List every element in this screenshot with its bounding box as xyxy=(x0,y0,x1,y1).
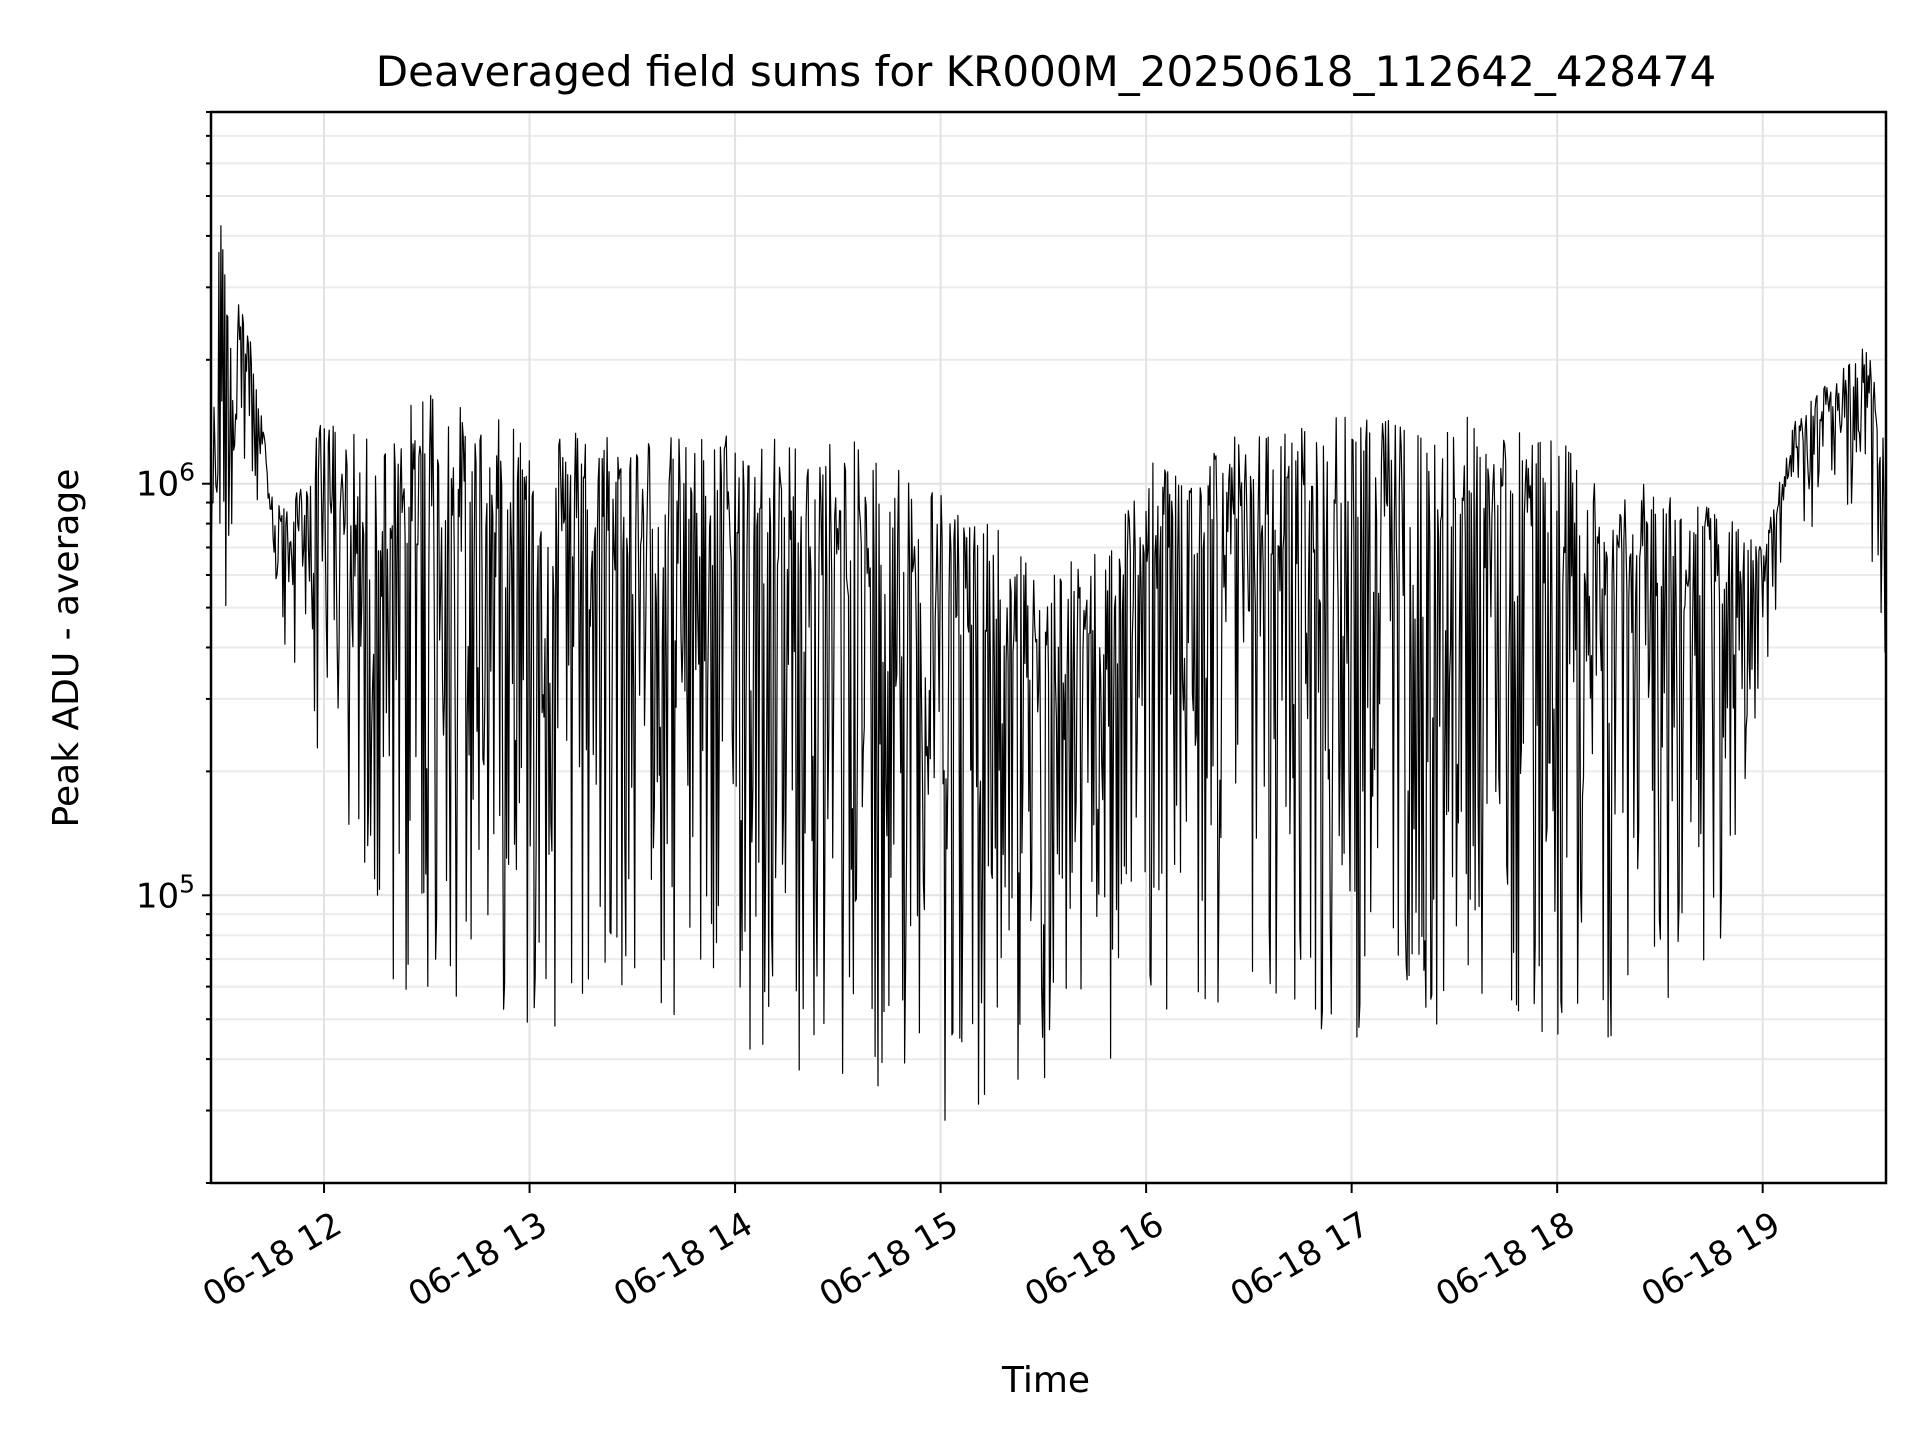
y-tick-label-base: 10 xyxy=(136,465,179,505)
y-tick-label-base: 10 xyxy=(136,876,179,916)
x-tick-label: 06-18 19 xyxy=(1635,1204,1787,1315)
x-tick-label: 06-18 15 xyxy=(813,1204,965,1315)
y-tick-label-exponent: 6 xyxy=(179,458,195,487)
ticks xyxy=(202,111,1764,1193)
x-tick-label: 06-18 18 xyxy=(1429,1204,1581,1315)
x-tick-label: 06-18 12 xyxy=(196,1204,348,1315)
series-line xyxy=(210,225,1887,1121)
series-layer xyxy=(210,225,1887,1121)
y-tick-label: 106 xyxy=(136,458,195,505)
y-tick-label: 105 xyxy=(136,869,195,916)
x-tick-label: 06-18 16 xyxy=(1018,1204,1170,1315)
x-tick-label: 06-18 13 xyxy=(402,1204,554,1315)
y-axis-label: Peak ADU - average xyxy=(46,469,87,828)
x-tick-labels: 06-18 12 06-18 13 06-18 14 06-18 15 06-18 16… xyxy=(196,1204,1787,1315)
y-tick-label-exponent: 5 xyxy=(179,869,195,898)
x-axis-label: Time xyxy=(1001,1360,1090,1401)
x-tick-label: 06-18 14 xyxy=(607,1204,759,1315)
chart-title: Deaveraged field sums for KR000M_2025061… xyxy=(376,47,1716,96)
x-tick-label: 06-18 17 xyxy=(1224,1204,1376,1315)
